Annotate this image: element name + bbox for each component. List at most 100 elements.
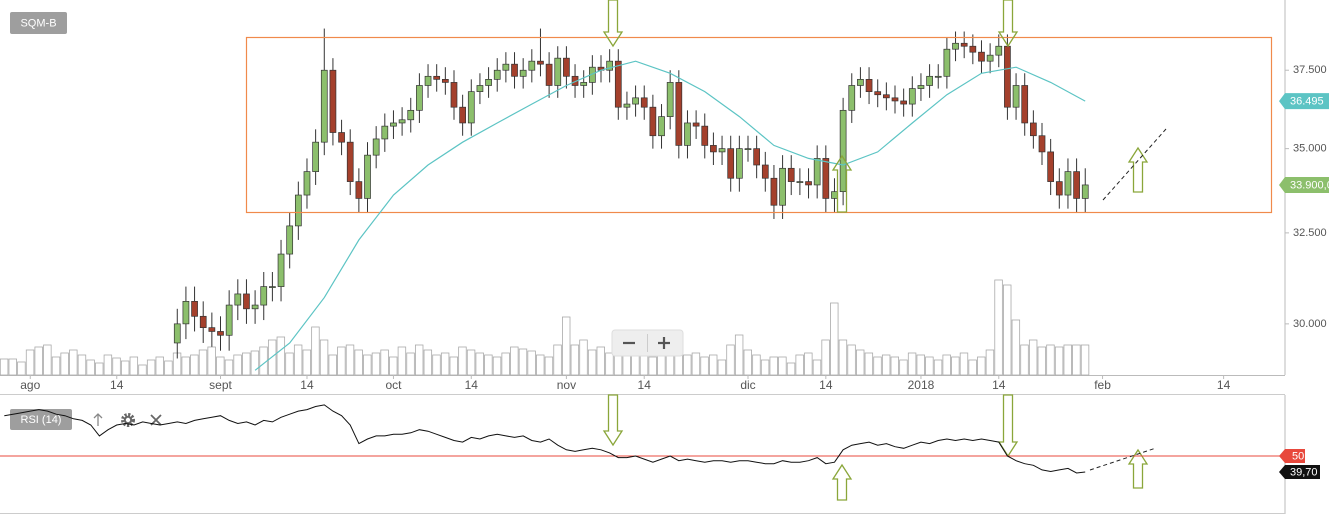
volume-bar [337, 346, 346, 376]
volume-bar [864, 352, 874, 376]
annotation-arrow [1127, 448, 1149, 489]
volume-bar [345, 344, 355, 376]
volume-bar [709, 354, 718, 376]
rsi-up-icon[interactable] [93, 413, 103, 426]
volume-bar [743, 349, 752, 376]
candle-layer [173, 28, 1089, 359]
candle-body [441, 79, 449, 83]
volume-bar [224, 359, 234, 376]
candle-body [554, 57, 562, 86]
candle-body [900, 100, 908, 105]
rsi-level-tag: 50 [1292, 450, 1304, 462]
volume-bar [146, 359, 156, 376]
candle-body [416, 85, 423, 111]
volume-layer [0, 279, 1090, 376]
candle-body [260, 286, 268, 306]
candle-body [848, 85, 856, 111]
volume-bar [354, 349, 363, 376]
candle-body [580, 82, 588, 86]
candle-body [528, 60, 536, 71]
volume-bar [553, 344, 562, 376]
volume-bar [821, 339, 830, 376]
candle-body [467, 91, 475, 124]
x-tick-label: 14 [819, 378, 833, 392]
candle-body [537, 60, 544, 65]
symbol-box[interactable] [10, 12, 67, 34]
candle-body [813, 158, 821, 186]
candle-body [182, 300, 190, 325]
zoom-control [611, 329, 684, 357]
candle-body [934, 75, 942, 78]
x-tick-label: 14 [300, 378, 314, 392]
volume-bar [562, 316, 571, 376]
volume-bar [138, 364, 147, 376]
x-tick-label: feb [1094, 378, 1111, 392]
ma-value-tag: 36.495 [1290, 96, 1324, 108]
volume-bar [847, 344, 856, 376]
rsi-value-tag: 39,70 [1290, 466, 1318, 478]
candle-body [1081, 184, 1089, 199]
volume-bar [890, 356, 900, 376]
candle-body [606, 60, 613, 71]
volume-bar [769, 356, 778, 376]
candle-body [459, 106, 466, 124]
volume-bar [734, 334, 744, 376]
candle-body [787, 167, 795, 182]
volume-bar [1072, 344, 1081, 376]
y-tick-label: 37.500 [1293, 64, 1327, 76]
candle-body [779, 167, 786, 206]
volume-bar [639, 354, 649, 376]
volume-bar [371, 352, 381, 376]
volume-bar [570, 344, 580, 376]
candle-body [908, 88, 916, 105]
volume-bar [51, 356, 61, 376]
candle-body [986, 54, 994, 62]
annotation-arrow [602, 394, 624, 447]
candle-body [770, 177, 778, 206]
volume-bar [43, 344, 52, 376]
candle-body [355, 181, 363, 199]
volume-bar [951, 356, 960, 376]
last-price-tag: 33.900,0 [1290, 179, 1329, 191]
volume-bar [968, 359, 977, 376]
candle-body [839, 109, 847, 193]
volume-bar [406, 352, 415, 376]
candle-body [952, 42, 959, 50]
candle-body [493, 69, 501, 80]
candle-body [173, 323, 181, 344]
candle-body [199, 315, 207, 329]
volume-bar [1080, 344, 1090, 376]
volume-bar [907, 352, 917, 376]
volume-bar [760, 359, 770, 376]
volume-bar [994, 279, 1003, 376]
candle-body [1064, 171, 1072, 196]
volume-bar [285, 352, 294, 376]
candle-body [424, 75, 432, 86]
rsi-settings-icon[interactable] [121, 413, 135, 427]
rsi-value-tag-bg [1279, 464, 1320, 479]
volume-bar [302, 349, 311, 376]
candle-body [217, 331, 224, 336]
projection-line [1102, 128, 1167, 201]
volume-bar [579, 339, 588, 376]
volume-bar [786, 362, 796, 376]
candle-body [1021, 85, 1029, 124]
x-tick-label: oct [385, 378, 402, 392]
candle-body [1055, 181, 1063, 196]
volume-bar [34, 346, 43, 376]
volume-bar [838, 339, 848, 376]
volume-bar [129, 356, 139, 376]
x-tick-label: 14 [638, 378, 652, 392]
candle-body [623, 103, 631, 108]
volume-bar [501, 352, 510, 376]
candle-body [658, 116, 665, 137]
volume-bar [276, 336, 286, 376]
candle-body [450, 82, 458, 108]
zoom-in[interactable] [658, 337, 670, 349]
candle-body [1047, 151, 1055, 182]
annotation-arrow [602, 0, 624, 48]
candle-body [995, 45, 1003, 56]
candle-body [191, 300, 198, 317]
volume-bar [311, 326, 320, 376]
candle-body [1012, 85, 1020, 108]
